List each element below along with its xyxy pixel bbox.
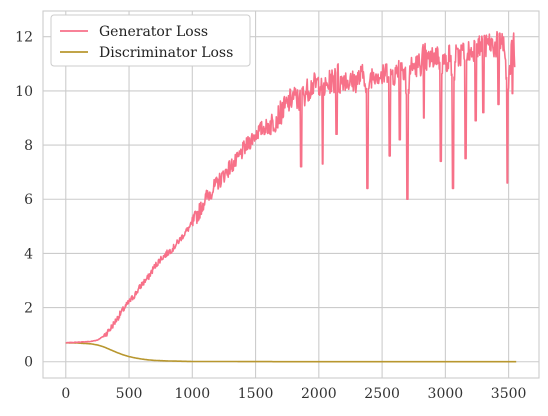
x-tick-label: 1000 xyxy=(174,386,210,402)
y-axis-ticks: 0 2 4 6 8 10 12 xyxy=(15,30,33,371)
x-tick-label: 0 xyxy=(61,386,70,402)
legend-label-discriminator: Discriminator Loss xyxy=(99,45,233,61)
x-tick-label: 500 xyxy=(116,386,143,402)
y-tick-label: 8 xyxy=(24,138,33,154)
legend: Generator Loss Discriminator Loss xyxy=(50,14,251,67)
y-tick-label: 0 xyxy=(24,355,33,371)
x-tick-label: 2500 xyxy=(364,386,400,402)
x-tick-label: 3000 xyxy=(428,386,464,402)
y-tick-label: 12 xyxy=(15,30,33,46)
x-tick-label: 2000 xyxy=(301,386,337,402)
y-tick-label: 10 xyxy=(15,84,33,100)
x-tick-label: 1500 xyxy=(238,386,274,402)
series-line-discriminator xyxy=(65,341,517,363)
plot-frame xyxy=(42,10,540,379)
series-layer xyxy=(65,30,517,363)
y-tick-label: 6 xyxy=(24,192,33,208)
x-axis-ticks: 0 500 1000 1500 2000 2500 3000 3500 xyxy=(61,386,526,402)
series-line-generator xyxy=(65,30,516,344)
legend-label-generator: Generator Loss xyxy=(99,24,208,40)
y-tick-label: 4 xyxy=(24,246,33,262)
legend-box xyxy=(50,14,251,67)
x-tick-label: 3500 xyxy=(491,386,527,402)
y-tick-label: 2 xyxy=(24,301,33,317)
